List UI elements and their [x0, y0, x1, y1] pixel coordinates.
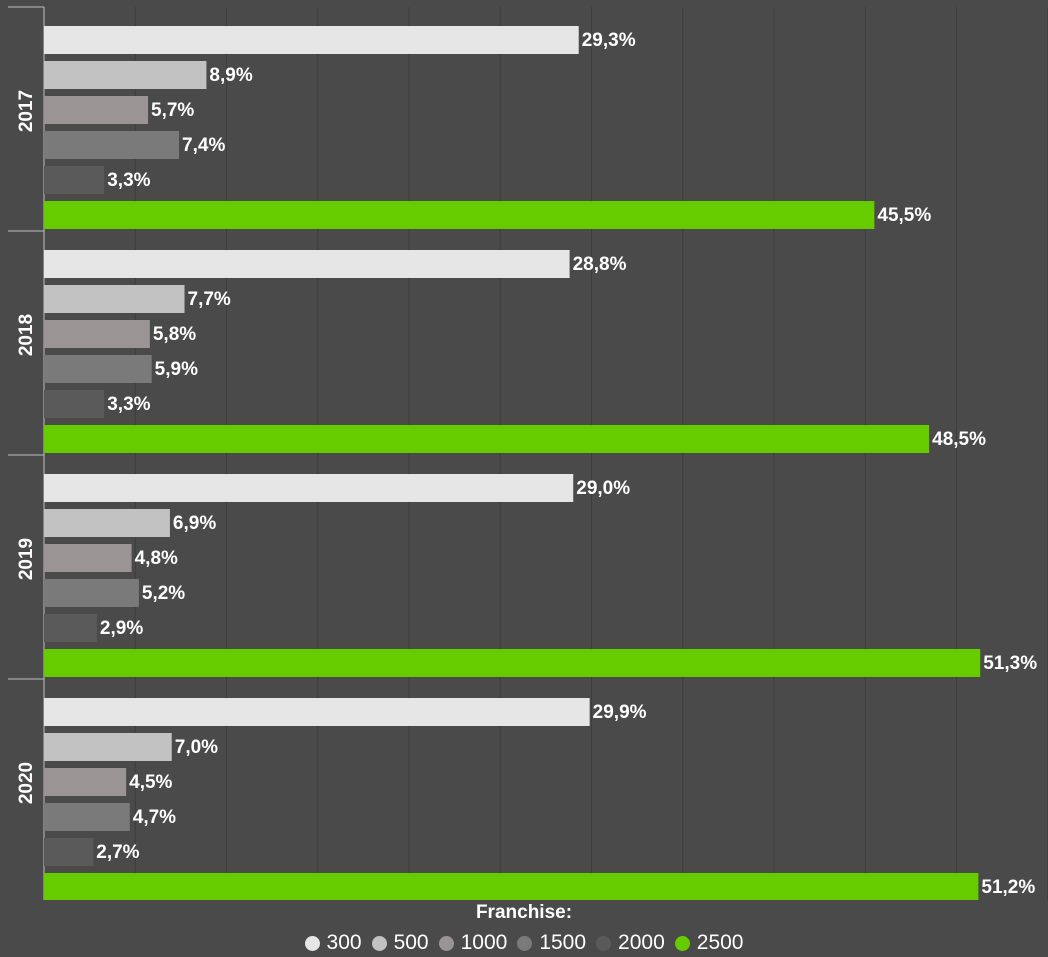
category-label: 2019 — [16, 538, 37, 580]
bar — [44, 614, 97, 642]
bar-value-label: 2,7% — [96, 842, 139, 863]
bar — [44, 285, 185, 313]
category-label: 2018 — [16, 314, 37, 356]
bar-value-label: 28,8% — [573, 254, 627, 275]
bar — [44, 579, 139, 607]
bar — [44, 201, 875, 229]
bar-chart-plot: 2017 29,3% 8,9% 5,7% 7,4% 3,3% 45,5% 2018 28,8% 7… — [8, 6, 1048, 900]
legend-label: 2000 — [618, 931, 665, 954]
bar-value-label: 3,3% — [107, 394, 150, 415]
bar — [44, 649, 981, 677]
bar-value-label: 5,2% — [142, 583, 185, 604]
category-label: 2017 — [16, 90, 37, 132]
bar — [44, 96, 149, 124]
bar-value-label: 29,0% — [576, 478, 630, 499]
bar — [44, 474, 574, 502]
category-label: 2020 — [16, 762, 37, 804]
bar — [44, 425, 930, 453]
bar-value-label: 51,2% — [981, 877, 1035, 898]
bar-value-label: 5,9% — [155, 359, 198, 380]
legend-marker — [674, 935, 690, 951]
bar — [44, 131, 180, 159]
bar — [44, 320, 150, 348]
legend-item[interactable]: 2000 — [596, 931, 665, 955]
legend-label: 500 — [393, 931, 429, 954]
category-group-2020: 2020 29,9% 7,0%4,5% 4,7% 2,7% 51,2% — [16, 698, 1035, 900]
legend-marker — [371, 935, 387, 951]
bar — [44, 768, 127, 796]
bar-value-label: 5,8% — [153, 324, 196, 345]
legend-marker — [438, 935, 454, 951]
gridlines — [134, 7, 1048, 900]
legend: 300 500 1000 1500 2000 2500 — [0, 931, 1048, 955]
bar-value-label: 7,0% — [175, 737, 218, 758]
legend-label: 1000 — [460, 931, 508, 954]
legend-marker — [517, 935, 533, 951]
bar — [44, 873, 979, 900]
bar-value-label: 5,7% — [151, 100, 194, 121]
bar-value-label: 29,3% — [582, 30, 636, 51]
bar-value-label: 51,3% — [983, 653, 1037, 674]
bar — [44, 698, 590, 726]
bar-value-label: 45,5% — [877, 205, 931, 226]
legend-title: Franchise: — [475, 902, 573, 923]
bar — [44, 250, 570, 278]
legend-item[interactable]: 300 — [304, 931, 362, 955]
bar-value-label: 7,4% — [182, 135, 225, 156]
bar-value-label: 2,9% — [100, 618, 143, 639]
bar-value-label: 6,9% — [173, 513, 216, 534]
bar-value-label: 29,9% — [593, 702, 647, 723]
bar — [44, 61, 207, 89]
legend-label: 300 — [326, 931, 362, 954]
bar-value-label: 8,9% — [209, 65, 252, 86]
category-group-2018: 2018 28,8% 7,7% 5,8% 5,9%3,3% 48,5% — [16, 250, 986, 453]
bar — [44, 544, 132, 572]
category-group-2019: 2019 29,0% 6,9% 4,8% 5,2% 2,9% 51,3% — [16, 474, 1037, 677]
legend-label: 1500 — [539, 931, 587, 954]
legend-item[interactable]: 1500 — [517, 931, 586, 955]
bar-value-label: 4,5% — [129, 772, 172, 793]
legend-item[interactable]: 500 — [371, 931, 429, 955]
legend-item[interactable]: 2500 — [674, 931, 744, 955]
bar-value-label: 4,8% — [135, 548, 178, 569]
bar — [44, 733, 172, 761]
bar — [44, 390, 105, 418]
bar-value-label: 4,7% — [133, 807, 176, 828]
bar — [44, 838, 94, 866]
bar — [44, 26, 579, 54]
bar — [44, 355, 152, 383]
bar — [44, 803, 130, 831]
category-group-2017: 2017 29,3% 8,9% 5,7% 7,4% 3,3% 45,5% — [16, 26, 931, 229]
bar — [44, 509, 170, 537]
legend-marker — [304, 935, 320, 951]
bar — [44, 166, 105, 194]
bar-value-label: 3,3% — [107, 170, 150, 191]
legend-marker — [596, 935, 612, 951]
legend-item[interactable]: 1000 — [438, 931, 508, 955]
bar-value-label: 48,5% — [932, 429, 986, 450]
legend-label: 2500 — [696, 931, 744, 954]
bar-value-label: 7,7% — [188, 289, 231, 310]
